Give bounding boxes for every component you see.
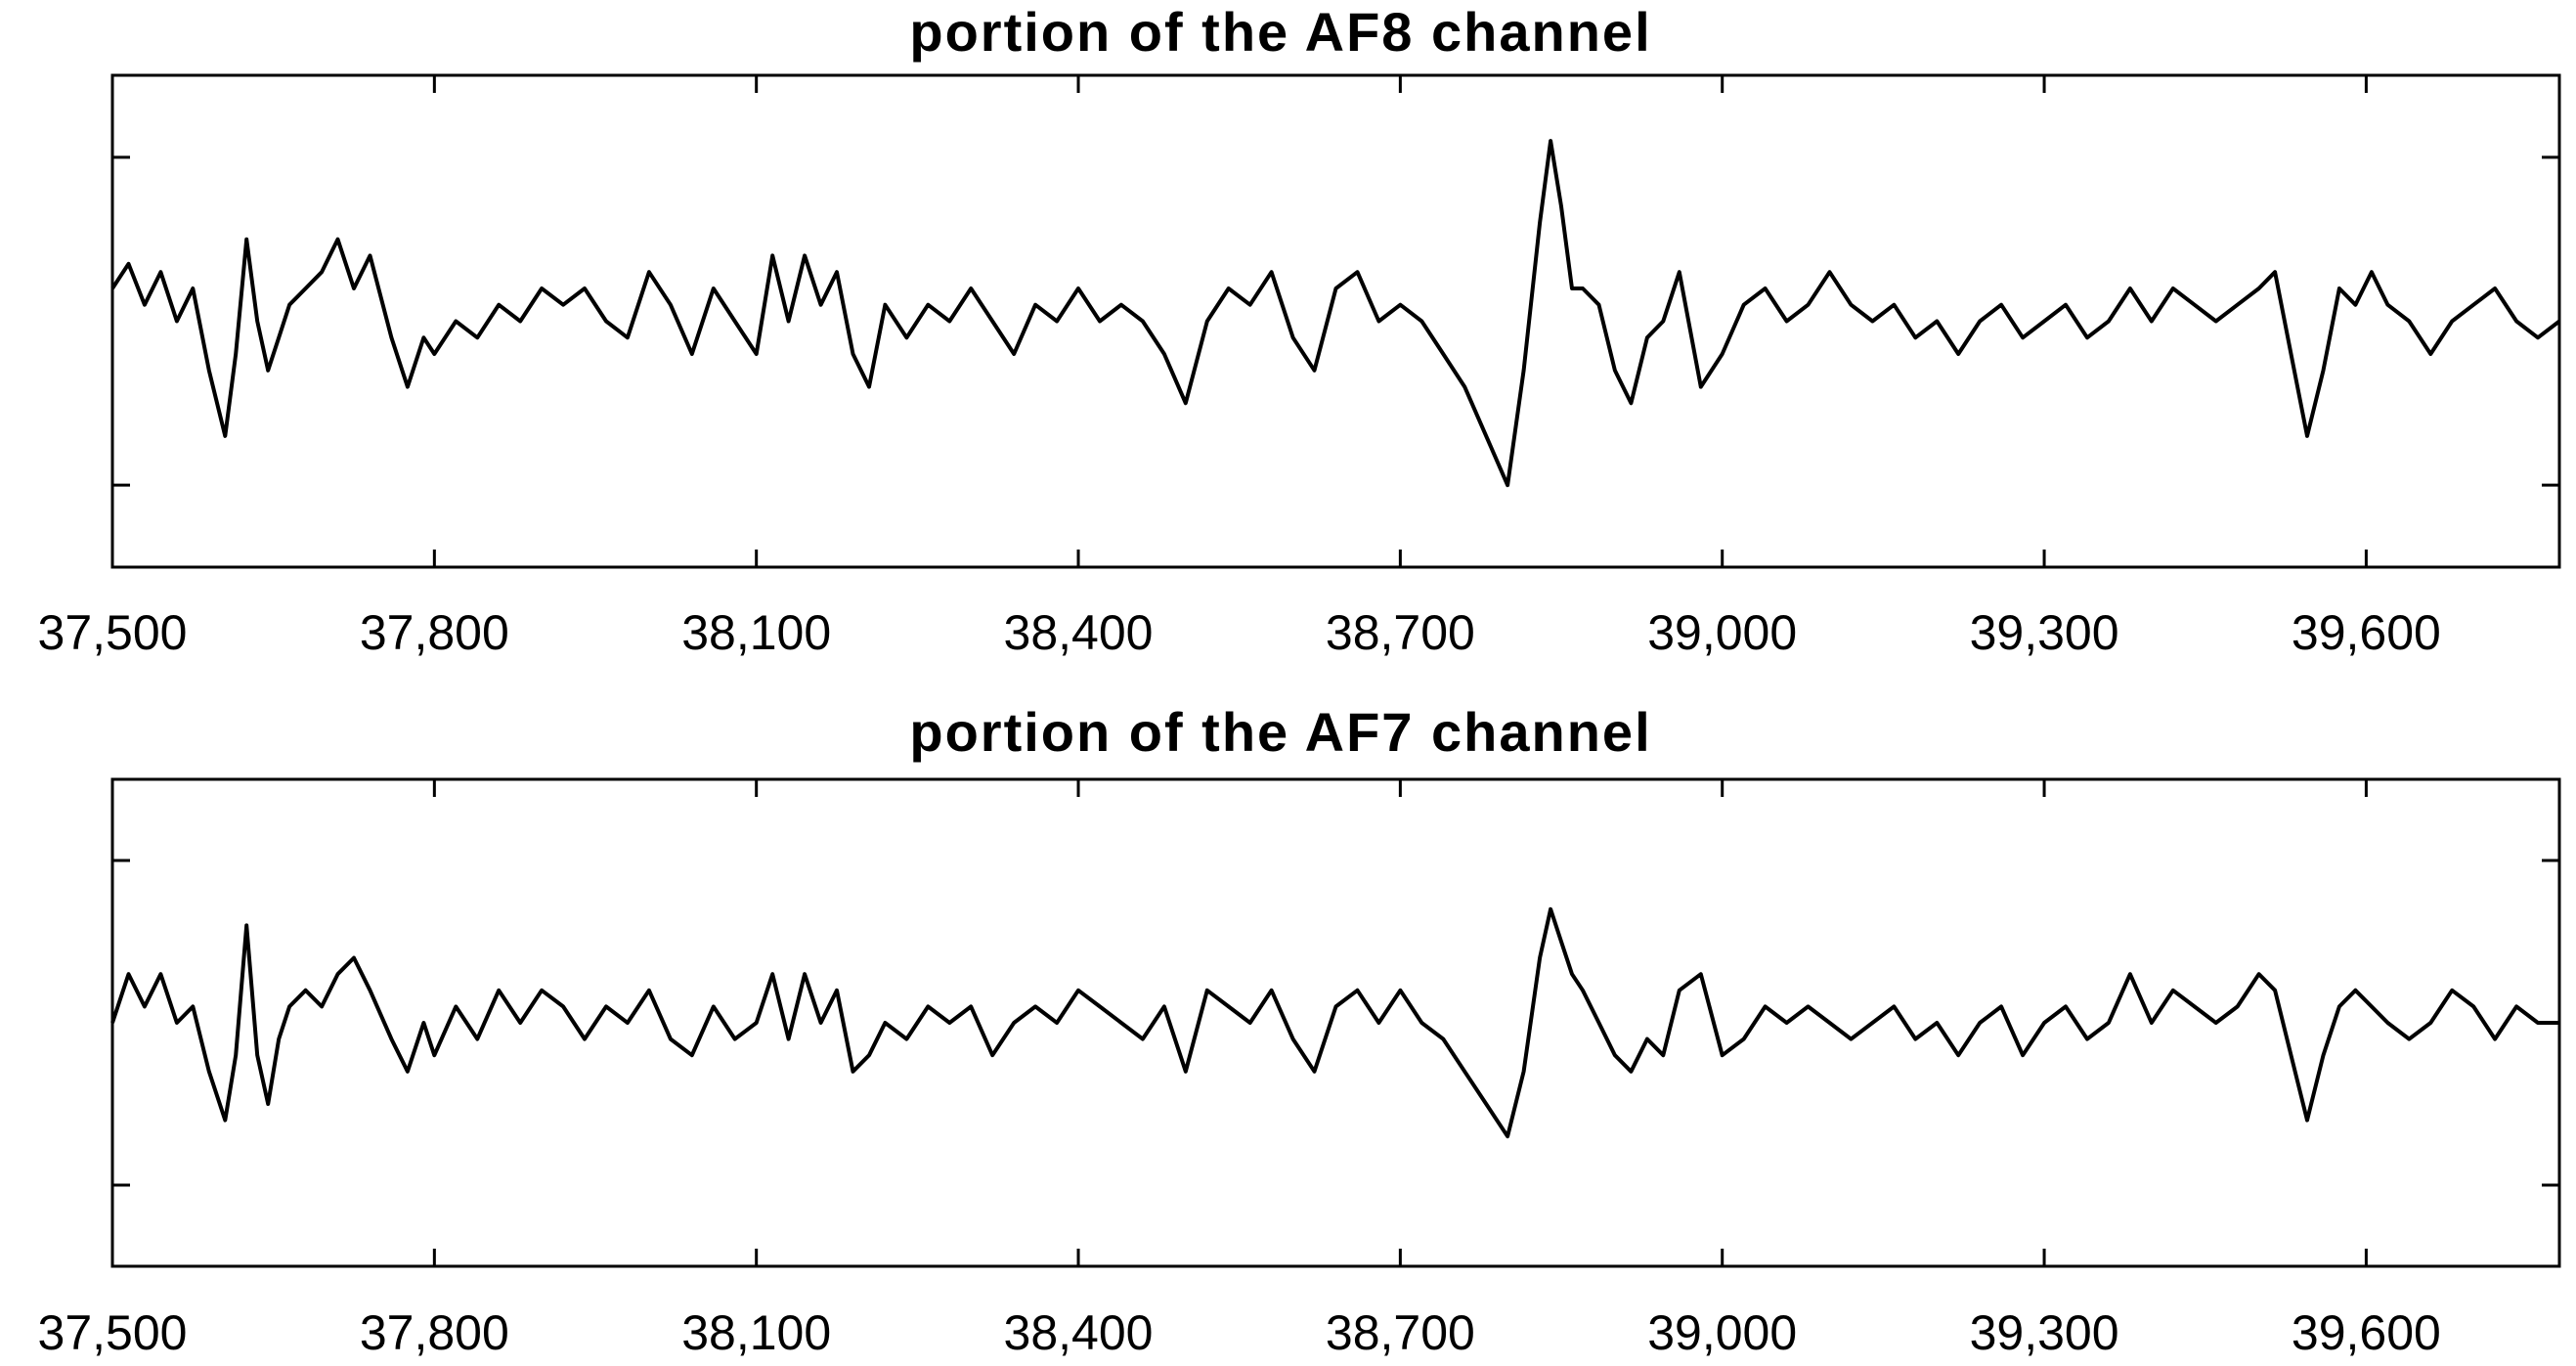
x-tick-label: 37,500 <box>38 605 188 660</box>
x-tick-label: 39,000 <box>1647 1305 1797 1360</box>
x-tick-label: 39,000 <box>1647 605 1797 660</box>
x-tick-label: 38,700 <box>1326 1305 1475 1360</box>
x-tick-label: 38,400 <box>1004 605 1154 660</box>
plot-frame <box>110 777 2561 1268</box>
x-tick-label: 39,600 <box>2292 1305 2441 1360</box>
x-tick-label: 37,800 <box>360 1305 509 1360</box>
x-tick-label: 38,700 <box>1326 605 1475 660</box>
x-tick-label: 37,800 <box>360 605 509 660</box>
signal-trace <box>110 906 2559 1139</box>
af8-panel: portion of the AF8 channel 37,500 37,800 3… <box>38 1 2561 660</box>
x-tick-label: 39,300 <box>1970 1305 2119 1360</box>
signal-trace <box>110 139 2561 488</box>
x-tick-label: 37,500 <box>38 1305 188 1360</box>
x-tick-label: 39,300 <box>1970 605 2119 660</box>
x-tick-label: 39,600 <box>2292 605 2441 660</box>
x-tick-label: 38,100 <box>681 1305 831 1360</box>
x-tick-label: 38,100 <box>681 605 831 660</box>
chart-title: portion of the AF8 channel <box>909 1 1651 63</box>
chart-title: portion of the AF7 channel <box>909 701 1651 763</box>
plot-frame <box>110 73 2561 569</box>
af7-panel: portion of the AF7 channel 37,500 37,800 3… <box>38 701 2561 1360</box>
x-tick-label: 38,400 <box>1004 1305 1154 1360</box>
